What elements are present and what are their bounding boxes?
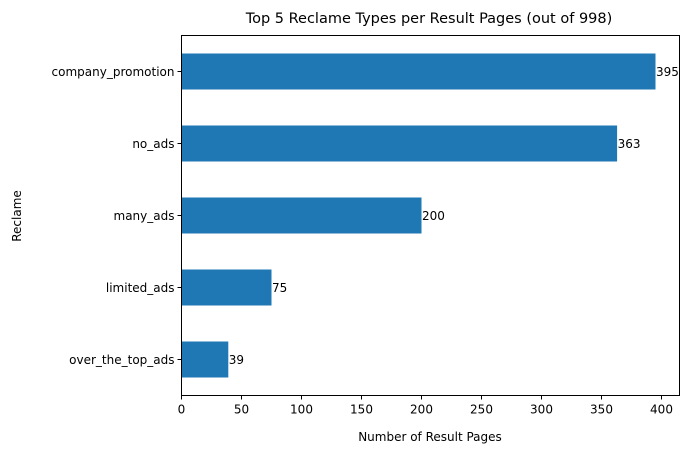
y-tick-label: no_ads: [132, 137, 174, 151]
y-tick-label: over_the_top_ads: [69, 353, 174, 367]
y-tick-label: many_ads: [114, 209, 175, 223]
data-label: 75: [272, 281, 287, 295]
x-tick-label: 350: [590, 403, 613, 417]
bar: [181, 53, 656, 90]
bar: [181, 197, 422, 234]
data-label: 395: [656, 65, 679, 79]
bar: [181, 125, 618, 162]
x-tick-label: 200: [410, 403, 433, 417]
y-tick-label: limited_ads: [106, 281, 175, 295]
bar: [181, 341, 229, 378]
plot-frame: [181, 35, 680, 396]
y-axis-label: Reclame: [10, 190, 24, 242]
x-tick-label: 0: [178, 403, 186, 417]
chart-title: Top 5 Reclame Types per Result Pages (ou…: [245, 11, 613, 27]
data-labels-layer: 395 363 200 75 39: [229, 65, 679, 367]
x-tick-label: 300: [530, 403, 553, 417]
x-tick-label: 250: [470, 403, 493, 417]
bar: [181, 269, 272, 306]
x-tick-label: 400: [650, 403, 673, 417]
data-label: 200: [422, 209, 445, 223]
x-axis-ticks: 0 50 100 150 200 250 300 350 400: [178, 395, 673, 417]
data-label: 39: [229, 353, 244, 367]
x-tick-label: 150: [350, 403, 373, 417]
x-tick-label: 100: [290, 403, 313, 417]
bars-layer: [181, 53, 656, 378]
data-label: 363: [618, 137, 641, 151]
y-axis-ticks: company_promotion no_ads many_ads limited_a…: [52, 65, 182, 367]
x-axis-label: Number of Result Pages: [358, 430, 502, 444]
y-tick-label: company_promotion: [52, 65, 175, 79]
x-tick-label: 50: [234, 403, 249, 417]
